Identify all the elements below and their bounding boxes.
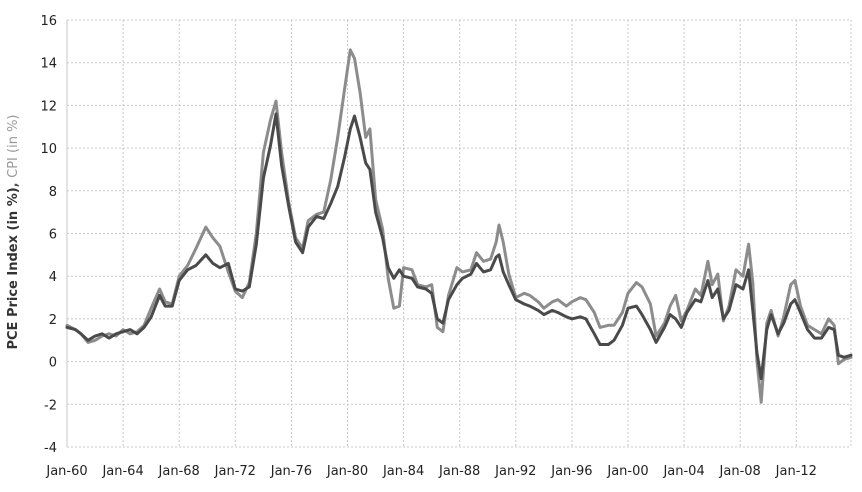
x-tick-label: Jan-88 bbox=[438, 464, 480, 479]
y-tick-label: 14 bbox=[40, 57, 57, 72]
series-lines bbox=[65, 48, 853, 404]
x-tick-label: Jan-72 bbox=[214, 464, 256, 479]
y-tick-label: 16 bbox=[40, 14, 57, 29]
y-axis-label-pce: PCE Price Index (in %) bbox=[6, 187, 21, 349]
y-tick-label: -4 bbox=[44, 441, 57, 456]
x-tick-label: Jan-60 bbox=[45, 464, 87, 479]
y-axis-ticks: -4 -2 0 2 4 6 8 10 12 14 16 bbox=[40, 14, 57, 456]
y-tick-label: 6 bbox=[49, 228, 57, 243]
y-tick-label: 2 bbox=[49, 313, 57, 328]
x-tick-label: Jan-92 bbox=[494, 464, 536, 479]
y-axis-label-separator: , bbox=[6, 178, 21, 187]
x-tick-label: Jan-12 bbox=[775, 464, 817, 479]
y-tick-label: 4 bbox=[49, 270, 57, 285]
x-tick-label: Jan-76 bbox=[270, 464, 312, 479]
y-tick-label: 10 bbox=[40, 142, 57, 157]
grid bbox=[66, 19, 852, 448]
y-axis-label: PCE Price Index (in %), CPI (in %) bbox=[6, 114, 21, 349]
x-tick-label: Jan-04 bbox=[662, 464, 704, 479]
series-line-0 bbox=[65, 48, 853, 404]
y-tick-label: 12 bbox=[40, 99, 57, 114]
x-tick-label: Jan-96 bbox=[550, 464, 592, 479]
x-tick-label: Jan-68 bbox=[158, 464, 200, 479]
y-tick-label: 8 bbox=[49, 185, 57, 200]
y-tick-label: -2 bbox=[44, 398, 57, 413]
x-tick-label: Jan-80 bbox=[326, 464, 368, 479]
x-tick-label: Jan-08 bbox=[719, 464, 761, 479]
x-tick-label: Jan-64 bbox=[101, 464, 143, 479]
x-tick-label: Jan-84 bbox=[382, 464, 424, 479]
y-tick-label: 0 bbox=[49, 356, 57, 371]
x-tick-label: Jan-00 bbox=[606, 464, 648, 479]
series-line-1 bbox=[65, 112, 853, 381]
x-axis-ticks: Jan-60 Jan-64 Jan-68 Jan-72 Jan-76 Jan-80 Jan-… bbox=[45, 464, 817, 479]
y-axis-label-cpi: CPI (in %) bbox=[6, 114, 21, 177]
